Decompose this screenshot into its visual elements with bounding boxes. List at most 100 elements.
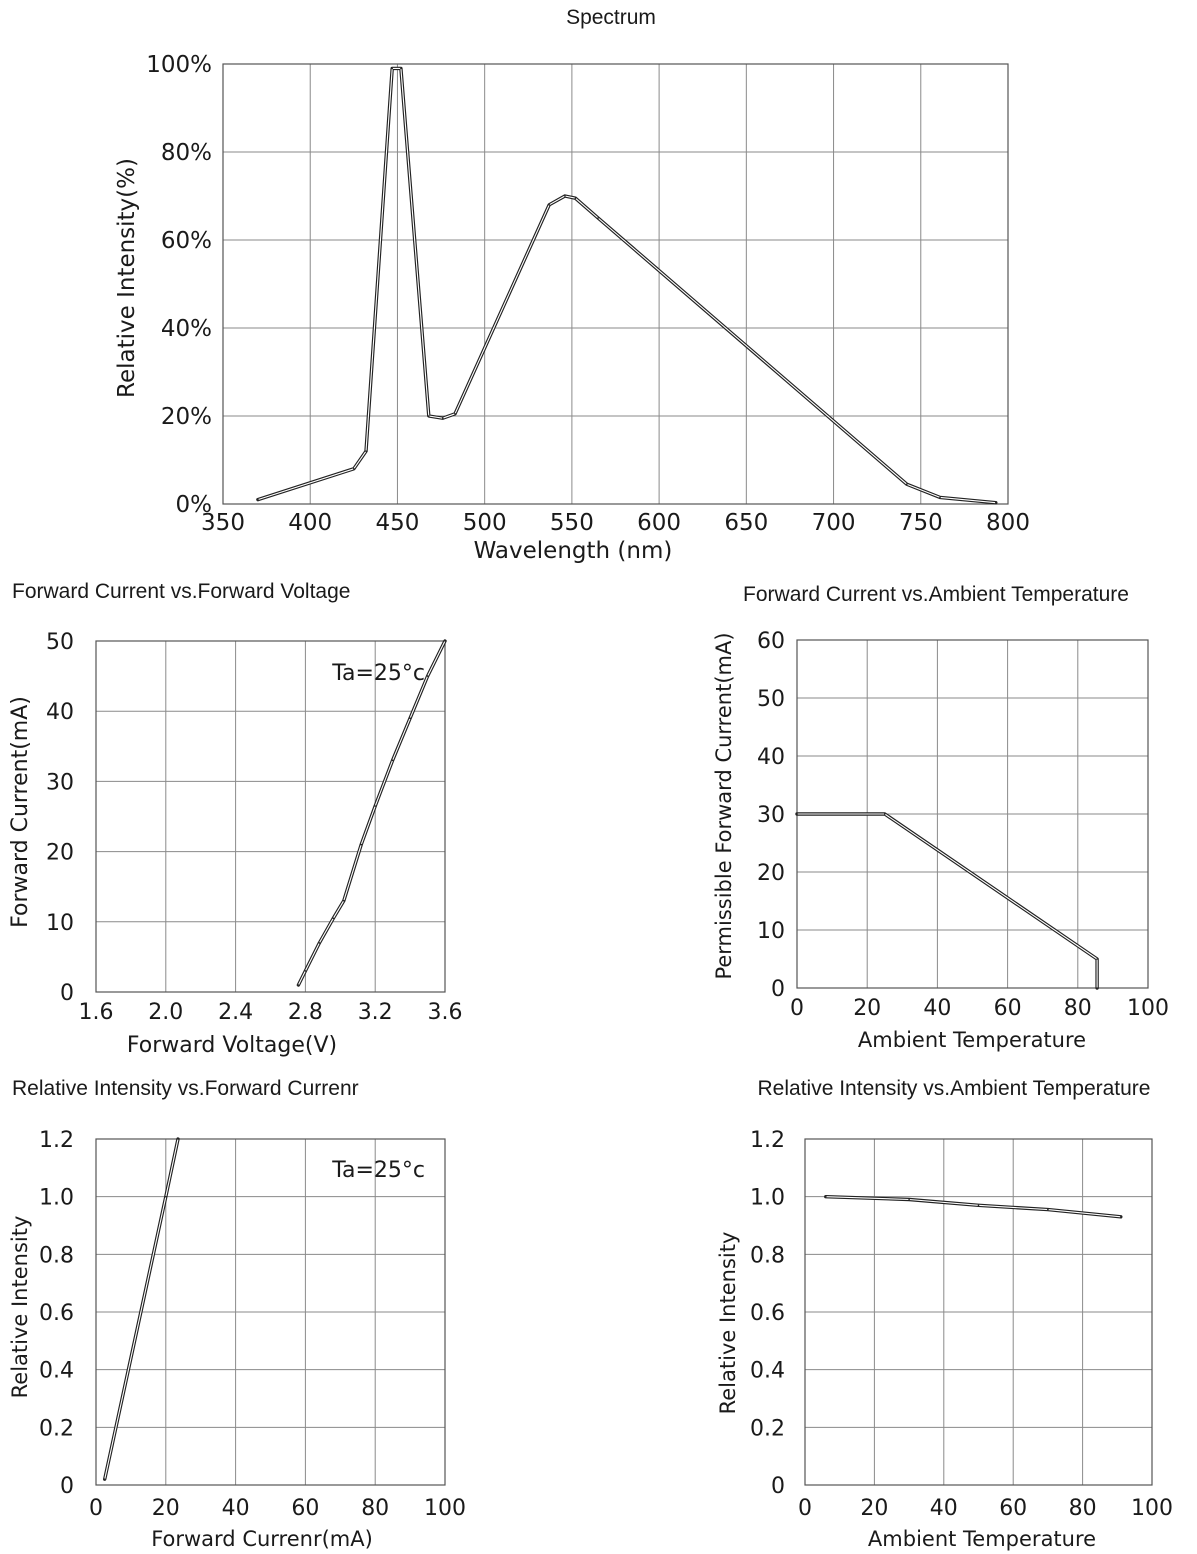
data-point: [365, 450, 367, 453]
chart-spectrum: Spectrum 350 400 450 500 550 600 650 700 750 800 0%…: [114, 6, 1030, 564]
y-tick-label: 0: [771, 977, 785, 1002]
data-point: [426, 675, 429, 677]
x-tick-label: 40: [923, 996, 951, 1021]
data-point: [796, 813, 798, 815]
data-point: [257, 498, 259, 501]
x-tick-label: 750: [899, 510, 943, 536]
chart-title: Spectrum: [566, 6, 656, 29]
data-point: [360, 843, 363, 846]
x-axis-label: Ambient Temperature: [858, 1028, 1086, 1052]
annotation-ta: Ta=25°c: [331, 1158, 425, 1183]
series-line: [256, 66, 998, 505]
y-tick-label: 10: [757, 919, 785, 944]
data-point: [597, 217, 599, 219]
data-point: [1096, 958, 1098, 960]
data-point: [548, 204, 550, 206]
data-point: [391, 759, 394, 762]
x-tick-label: 500: [463, 510, 507, 536]
x-tick-label: 60: [999, 1496, 1027, 1521]
data-point: [1096, 987, 1098, 989]
data-point: [409, 717, 411, 719]
y-tick-label: 0.6: [750, 1301, 785, 1326]
chart-title: Forward Current vs.Forward Voltage: [12, 580, 350, 603]
y-tick-label: 1.2: [750, 1128, 785, 1153]
y-tick-label: 1.2: [39, 1128, 74, 1153]
series-line: [795, 812, 1099, 990]
y-tick-label: 0: [60, 981, 74, 1006]
y-tick-label: 0.2: [750, 1416, 785, 1441]
data-point: [343, 899, 345, 902]
x-tick-label: 2.8: [288, 1000, 323, 1025]
y-tick-label: 0%: [176, 492, 213, 518]
y-tick-label: 0: [60, 1474, 74, 1499]
x-tick-label: 80: [1064, 996, 1092, 1021]
y-tick-label: 40: [757, 745, 785, 770]
y-tick-label: 10: [46, 911, 74, 936]
data-point: [1120, 1216, 1122, 1218]
data-point: [442, 417, 444, 420]
y-axis-label: Permissible Forward Current(mA): [712, 632, 736, 979]
x-tick-label: 800: [986, 510, 1030, 536]
x-tick-label: 60: [291, 1496, 319, 1521]
series-line-core: [796, 813, 1098, 989]
chart-title: Relative Intensity vs.Forward Currenr: [12, 1077, 359, 1100]
data-point: [1047, 1208, 1049, 1211]
data-point: [454, 413, 456, 415]
y-tick-label: 30: [757, 803, 785, 828]
y-tick-label: 0: [771, 1474, 785, 1499]
y-axis-label: Relative Intensity: [8, 1216, 32, 1399]
plot-frame: [95, 1138, 446, 1486]
y-tick-label: 20: [46, 841, 74, 866]
chart-title: Relative Intensity vs.Ambient Temperatur…: [758, 1077, 1151, 1100]
x-tick-label: 550: [550, 510, 594, 536]
x-tick-label: 350: [201, 510, 245, 536]
x-tick-label: 0: [790, 996, 804, 1021]
x-axis-label: Forward Currenr(mA): [151, 1527, 373, 1551]
data-point: [939, 496, 941, 499]
x-tick-label: 700: [812, 510, 856, 536]
x-tick-label: 1.6: [79, 1000, 114, 1025]
x-tick-label: 3.6: [428, 1000, 463, 1025]
x-tick-label: 100: [1127, 996, 1169, 1021]
y-tick-label: 30: [46, 770, 74, 795]
y-tick-label: 0.4: [39, 1359, 74, 1384]
series-line: [824, 1194, 1123, 1219]
y-tick-label: 80%: [161, 140, 212, 166]
series-line-core: [104, 1138, 179, 1480]
y-axis-label: Relative Intensity: [716, 1232, 740, 1415]
y-tick-label: 20: [757, 861, 785, 886]
x-tick-label: 2.4: [218, 1000, 253, 1025]
data-point: [884, 813, 886, 815]
data-point: [825, 1195, 827, 1198]
y-tick-label: 100%: [146, 52, 212, 78]
chart-iv-if: Relative Intensity vs.Forward Currenr 0 20…: [8, 1077, 466, 1551]
data-point: [400, 67, 402, 70]
x-tick-label: 60: [994, 996, 1022, 1021]
data-point: [297, 984, 300, 986]
y-tick-label: 1.0: [750, 1186, 785, 1211]
y-axis-label: Forward Current(mA): [8, 696, 33, 928]
plot-frame: [222, 63, 1009, 505]
data-point: [574, 197, 577, 199]
data-point: [304, 970, 307, 972]
data-point: [444, 640, 446, 642]
x-tick-label: 450: [375, 510, 419, 536]
x-tick-label: 600: [637, 510, 681, 536]
x-tick-label: 100: [424, 1496, 466, 1521]
y-tick-label: 20%: [161, 404, 212, 430]
chart-if-ta: Forward Current vs.Ambient Temperature 0 2…: [712, 583, 1169, 1052]
y-tick-label: 0.6: [39, 1301, 74, 1326]
y-tick-label: 60: [757, 629, 785, 654]
y-tick-label: 0.8: [750, 1243, 785, 1268]
chart-title: Forward Current vs.Ambient Temperature: [743, 583, 1129, 606]
x-tick-label: 100: [1131, 1496, 1173, 1521]
data-point: [564, 195, 566, 197]
data-point: [332, 917, 335, 920]
y-tick-label: 1.0: [39, 1186, 74, 1211]
x-tick-label: 80: [1069, 1496, 1097, 1521]
y-tick-label: 0.4: [750, 1359, 785, 1384]
data-point: [428, 415, 430, 417]
plot-frame: [804, 1138, 1153, 1486]
data-point: [906, 483, 908, 486]
